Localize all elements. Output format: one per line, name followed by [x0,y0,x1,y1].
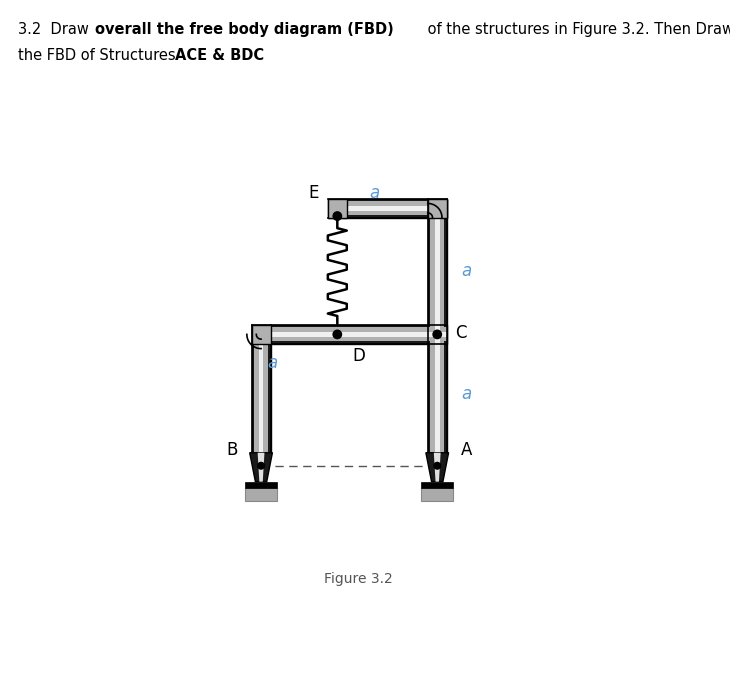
Circle shape [434,462,440,469]
Bar [435,199,439,453]
Text: a: a [268,354,278,372]
Bar [254,325,268,453]
Text: C: C [455,324,466,342]
Bar [252,332,447,337]
Text: E: E [309,184,319,202]
Bar [328,206,447,210]
Circle shape [333,212,342,221]
Circle shape [258,462,264,469]
Text: a: a [461,262,472,280]
Bar [245,482,277,488]
Bar [252,325,447,344]
Text: overall the free body diagram (FBD): overall the free body diagram (FBD) [95,22,393,37]
Polygon shape [258,453,264,482]
Bar [421,482,453,488]
Bar [428,199,447,453]
Text: D: D [352,348,365,365]
Polygon shape [426,453,449,482]
Text: 3.2  Draw: 3.2 Draw [18,22,93,37]
Text: A: A [461,441,472,459]
Bar [328,199,347,218]
Text: ACE & BDC: ACE & BDC [175,48,264,63]
Bar [252,325,271,344]
Bar [421,488,453,501]
Text: Figure 3.2: Figure 3.2 [324,572,393,586]
Text: a: a [461,385,472,402]
Bar [252,325,271,453]
Bar [428,199,447,218]
Circle shape [333,330,342,339]
Bar [430,199,445,453]
Text: the FBD of Structures: the FBD of Structures [18,48,180,63]
Text: B: B [226,441,238,459]
Polygon shape [434,453,441,482]
Polygon shape [250,453,272,482]
Bar [245,488,277,501]
Bar [328,201,447,215]
Text: of the structures in Figure 3.2. Then Draw: of the structures in Figure 3.2. Then Dr… [423,22,730,37]
Bar [328,199,447,218]
Circle shape [433,330,442,339]
Bar [252,327,447,342]
Bar [258,325,264,453]
Text: a: a [369,184,380,202]
